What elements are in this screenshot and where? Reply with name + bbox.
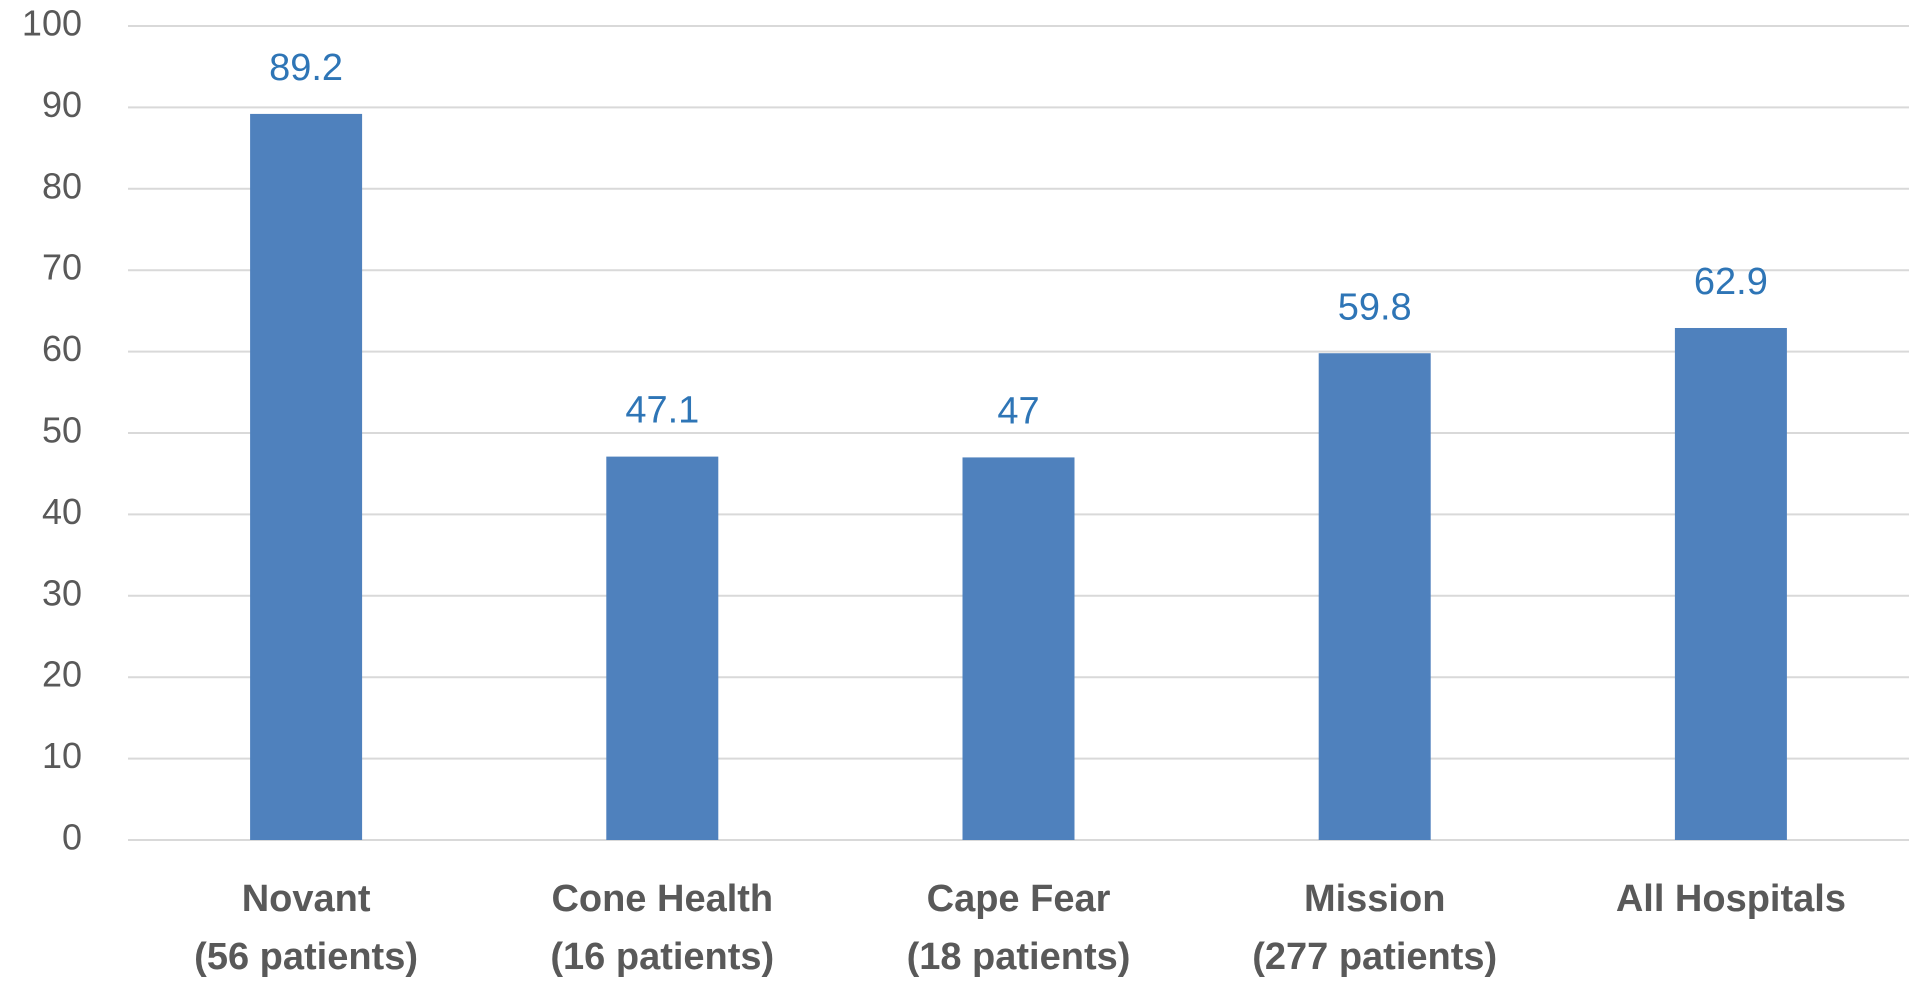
y-tick-label: 80 (42, 165, 82, 206)
bar (250, 113, 363, 841)
x-tick-label: (16 patients) (550, 936, 774, 978)
y-tick-label: 50 (42, 410, 82, 451)
y-tick-label: 90 (42, 84, 82, 125)
bar (606, 456, 719, 840)
y-tick-label: 100 (22, 3, 82, 44)
y-tick-label: 10 (42, 735, 82, 776)
value-label: 47.1 (625, 390, 699, 432)
y-tick-label: 0 (62, 817, 82, 858)
value-label: 89.2 (269, 47, 343, 89)
y-tick-label: 20 (42, 654, 82, 695)
bar (1318, 353, 1431, 840)
x-tick-label: (277 patients) (1252, 936, 1497, 978)
x-tick-label: Mission (1304, 878, 1445, 920)
value-label: 62.9 (1694, 261, 1768, 303)
x-tick-label: (56 patients) (194, 936, 418, 978)
x-tick-label: Cape Fear (927, 878, 1111, 920)
x-tick-label: Novant (242, 878, 371, 920)
y-tick-label: 70 (42, 247, 82, 288)
value-label: 59.8 (1338, 286, 1412, 328)
y-tick-label: 40 (42, 491, 82, 532)
x-tick-label: Cone Health (551, 878, 773, 920)
bar (962, 457, 1075, 840)
x-tick-label: (18 patients) (907, 936, 1131, 978)
y-tick-label: 30 (42, 572, 82, 613)
y-tick-label: 60 (42, 328, 82, 369)
value-label: 47 (997, 390, 1039, 432)
bar (1674, 327, 1787, 840)
x-tick-label: All Hospitals (1616, 878, 1846, 920)
